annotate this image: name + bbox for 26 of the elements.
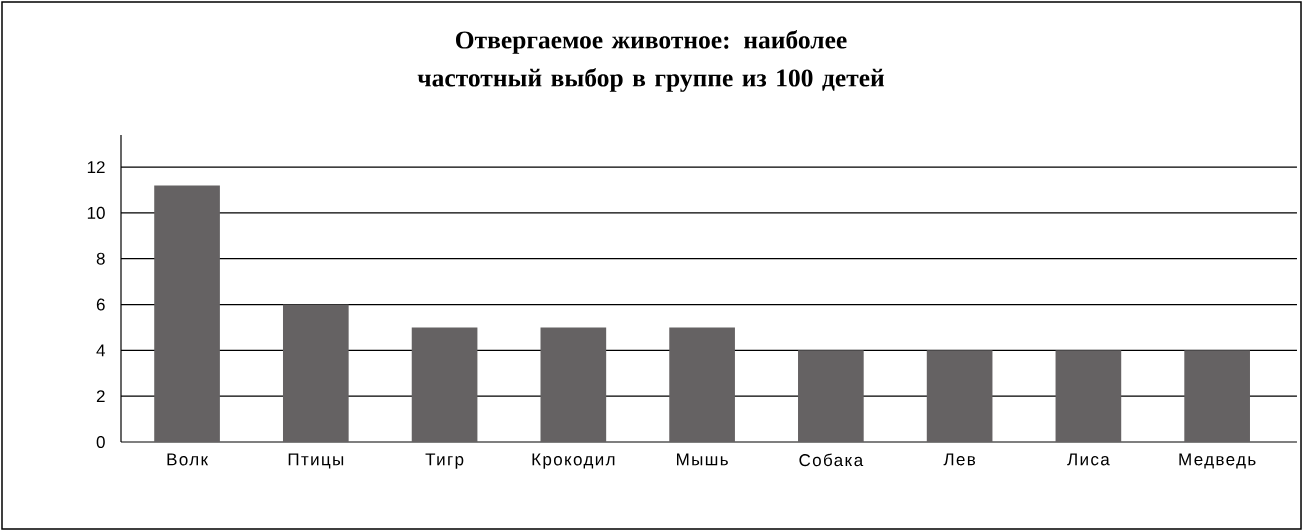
bar <box>798 350 864 442</box>
x-tick-label: Мышь <box>677 453 728 466</box>
bar <box>154 185 220 442</box>
x-tick-label: Крокодил <box>532 453 615 469</box>
bar <box>1055 350 1122 442</box>
y-tick-label: 12 <box>87 161 105 174</box>
y-tick-label: 6 <box>96 298 105 311</box>
y-tick-label: 10 <box>87 206 105 219</box>
y-tick-label: 2 <box>96 390 105 403</box>
bar <box>282 304 349 442</box>
x-tick-label: Волк <box>167 453 209 466</box>
y-tick-label: 4 <box>96 344 105 357</box>
bar <box>1184 350 1250 442</box>
bar <box>669 327 735 442</box>
x-tick-label: Медведь <box>1179 453 1256 469</box>
x-tick-label: Птицы <box>288 453 344 469</box>
y-tick-label: 8 <box>96 252 105 265</box>
bar <box>411 327 478 442</box>
y-tick-label: 0 <box>96 435 105 449</box>
x-tick-label: Тигр <box>425 453 464 469</box>
x-tick-label: Лиса <box>1067 453 1110 466</box>
bar <box>926 350 993 442</box>
x-tick-label: Собака <box>799 453 864 467</box>
chart-title: Отвергаемое животное: наиболее частотный выбор в группе из 100 детей <box>417 30 885 92</box>
x-tick-label: Лев <box>943 453 976 466</box>
bar <box>540 327 607 442</box>
